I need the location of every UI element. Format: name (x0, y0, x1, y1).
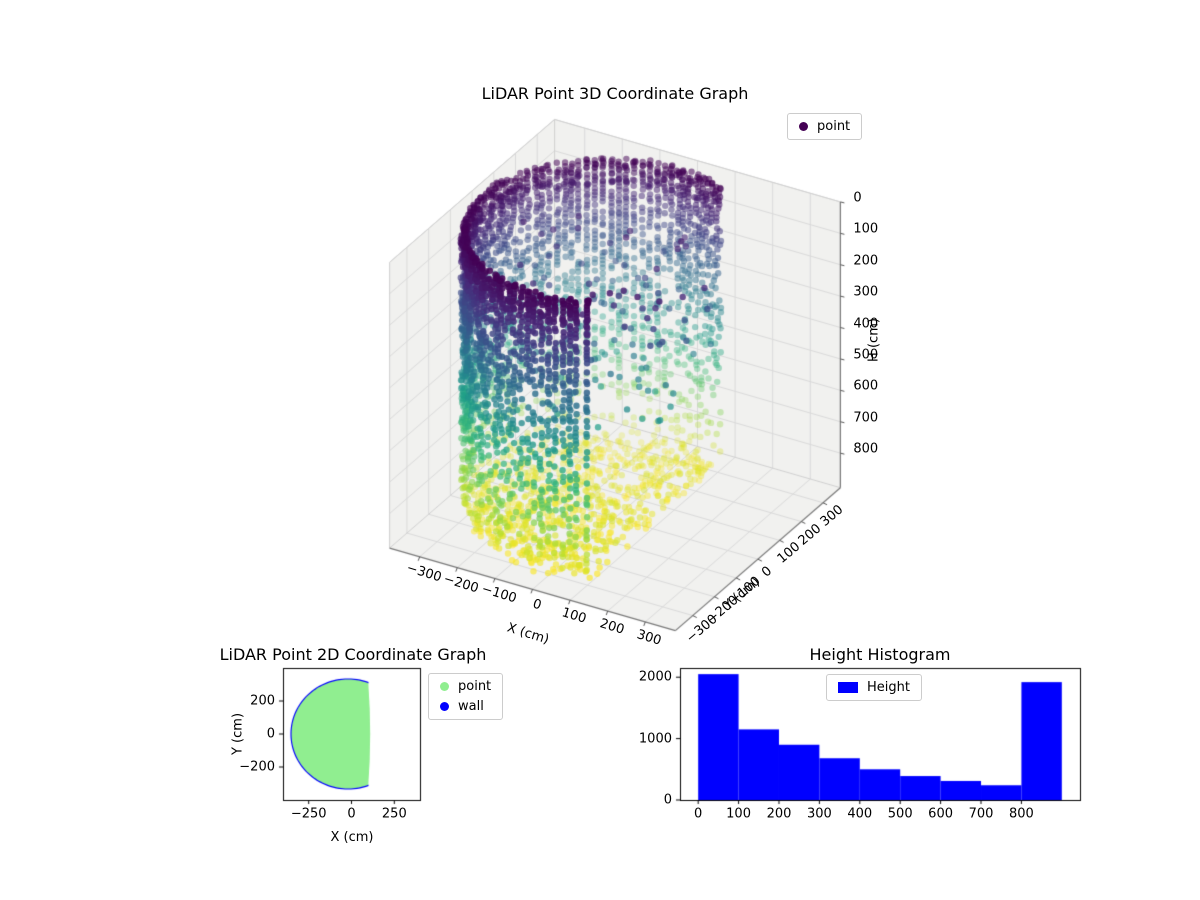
point-marker-icon (440, 682, 449, 691)
tick-label: 600 (853, 378, 879, 394)
plot2d-canvas (263, 648, 440, 820)
legend-item-wall: wall (440, 699, 491, 714)
tick-label: 2000 (638, 669, 672, 685)
tick-label: 1000 (638, 731, 672, 747)
tick-label: 0 (694, 806, 703, 822)
tick-label: 200 (250, 693, 275, 709)
tick-label: −250 (290, 806, 327, 822)
plot2d-legend: point wall (428, 673, 504, 720)
tick-label: 0 (266, 726, 275, 742)
hist-legend: Height (826, 674, 922, 701)
plot3d-canvas (320, 100, 900, 660)
tick-label: 100 (853, 221, 879, 237)
tick-label: 200 (766, 806, 792, 822)
plot3d-title: LiDAR Point 3D Coordinate Graph (481, 84, 749, 103)
tick-label: 300 (853, 284, 879, 300)
legend-label-point: point (458, 679, 492, 694)
tick-label: 600 (928, 806, 954, 822)
tick-label: 0 (663, 792, 672, 808)
plot3d-legend: point (787, 113, 863, 140)
plot2d-y-axis-label: Y (cm) (230, 712, 246, 756)
legend-item-point: point (440, 679, 491, 694)
tick-label: 700 (968, 806, 994, 822)
legend-item-height: Height (838, 680, 910, 695)
legend-item-point: point (799, 119, 850, 134)
tick-label: 800 (1008, 806, 1034, 822)
height-swatch-icon (838, 682, 858, 693)
tick-label: 300 (806, 806, 832, 822)
tick-label: 700 (853, 410, 879, 426)
point-marker-icon (799, 122, 808, 131)
tick-label: 400 (853, 316, 879, 332)
tick-label: 200 (853, 253, 879, 269)
legend-label-height: Height (867, 680, 910, 695)
plot2d-x-axis-label: X (cm) (330, 830, 374, 845)
tick-label: 500 (887, 806, 913, 822)
legend-label-wall: wall (458, 699, 484, 714)
legend-label-point: point (817, 119, 851, 134)
tick-label: 400 (847, 806, 873, 822)
wall-marker-icon (440, 702, 449, 711)
tick-label: 0 (853, 190, 862, 206)
tick-label: 800 (853, 441, 879, 457)
tick-label: 500 (853, 347, 879, 363)
tick-label: 100 (726, 806, 751, 822)
tick-label: 250 (381, 806, 407, 822)
tick-label: −200 (239, 759, 275, 775)
tick-label: 0 (347, 806, 356, 822)
